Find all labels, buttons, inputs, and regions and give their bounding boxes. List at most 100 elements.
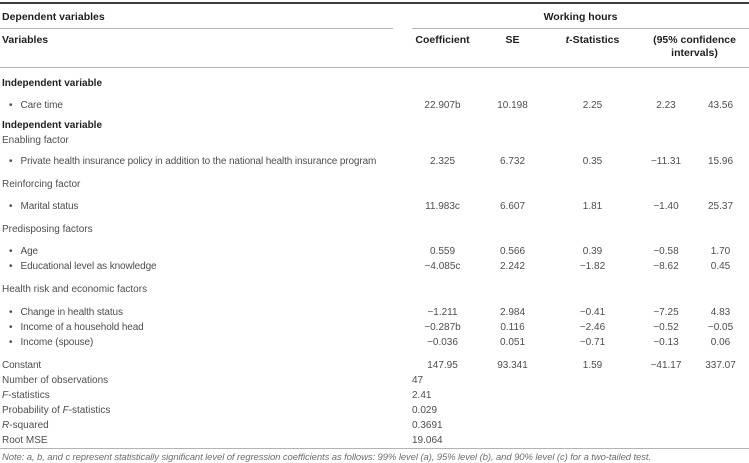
cell-coefficient: −0.287b	[424, 322, 461, 333]
bullet-icon: •	[9, 261, 13, 272]
col-header-confidence-intervals: (95% confidence intervals)	[653, 34, 736, 59]
stat-label: F-statistics	[2, 390, 50, 401]
cell-coefficient: 0.559	[429, 246, 456, 257]
table-row: • Age 0.559 0.566 0.39 −0.58 1.70	[0, 237, 749, 259]
cell-se: 0.051	[499, 337, 526, 348]
stat-label: Root MSE	[2, 435, 48, 446]
bullet-icon: •	[9, 201, 13, 212]
subsection-row: Health risk and economic factors	[0, 274, 749, 297]
working-hours-header: Working hours	[412, 4, 749, 29]
cell-ci-low: −41.17	[650, 360, 682, 371]
col-header-t-statistics: t-Statistics	[565, 34, 620, 46]
section-label: Independent variable	[2, 78, 103, 89]
cell-t-statistic: −1.82	[579, 261, 606, 272]
row-label: Care time	[20, 100, 63, 111]
stat-label: R-squared	[2, 420, 49, 431]
subsection-row: Predisposing factors	[0, 214, 749, 237]
table-row: • Change in health status −1.211 2.984 −0…	[0, 297, 749, 320]
cell-ci-high: 4.83	[710, 307, 731, 318]
bullet-icon: •	[9, 322, 13, 333]
subsection-row: Reinforcing factor	[0, 169, 749, 192]
cell-se: 0.116	[500, 322, 525, 333]
cell-ci-low: −1.40	[653, 201, 679, 212]
stat-value: 2.41	[412, 390, 432, 401]
table-row: • Care time 22.907b 10.198 2.25 2.23 43.5…	[0, 91, 749, 113]
stat-value: 47	[412, 375, 424, 386]
stat-label: Probability of F-statistics	[2, 405, 111, 416]
cell-t-statistic: 0.35	[582, 156, 603, 167]
bullet-icon: •	[9, 337, 13, 348]
stat-value: 19.064	[412, 435, 443, 446]
stat-value: 0.029	[412, 405, 438, 416]
stat-label: Number of observations	[2, 375, 109, 386]
cell-t-statistic: −2.46	[579, 322, 606, 333]
cell-ci-low: −0.13	[653, 337, 679, 348]
cell-se: 2.984	[499, 307, 526, 318]
cell-coefficient: −1.211	[427, 307, 458, 318]
cell-ci-high: −0.05	[707, 322, 734, 333]
section-label: Independent variable	[2, 120, 103, 131]
col-header-coefficient: Coefficient	[415, 34, 470, 46]
row-label: Marital status	[20, 201, 79, 212]
dependent-variables-header: Dependent variables	[0, 4, 393, 29]
cell-coefficient: 147.95	[427, 360, 458, 371]
table-row: • Income of a household head −0.287b 0.11…	[0, 320, 749, 335]
section-row: Independent variable	[0, 68, 749, 92]
subsection-label: Reinforcing factor	[2, 179, 81, 190]
cell-ci-low: −7.25	[653, 307, 679, 318]
cell-coefficient: 11.983c	[425, 201, 460, 212]
cell-ci-low: −11.31	[650, 156, 682, 167]
cell-ci-high: 0.06	[710, 337, 731, 348]
cell-t-statistic: −0.41	[579, 307, 606, 318]
row-label: Income of a household head	[20, 322, 144, 333]
table-header-row-1: Dependent variables Working hours	[0, 4, 749, 29]
subsection-label: Enabling factor	[2, 135, 69, 146]
table-row: • Private health insurance policy in addi…	[0, 148, 749, 169]
cell-ci-high: 25.37	[708, 201, 734, 212]
col-header-se: SE	[505, 34, 520, 46]
cell-se: 93.341	[497, 360, 528, 371]
subsection-label: Predisposing factors	[2, 224, 93, 235]
cell-t-statistic: 1.81	[582, 201, 603, 212]
stat-row: Probability of F-statistics 0.029	[0, 403, 749, 418]
cell-coefficient: 2.325	[429, 156, 456, 167]
row-label: Private health insurance policy in addit…	[20, 156, 377, 167]
row-label: Income (spouse)	[20, 337, 94, 348]
table-row-constant: Constant 147.95 93.341 1.59 −41.17 337.0…	[0, 350, 749, 373]
cell-ci-high: 337.07	[705, 360, 736, 371]
cell-coefficient: −4.085c	[424, 261, 461, 272]
section-row: Independent variable	[0, 113, 749, 133]
bullet-icon: •	[9, 100, 13, 111]
stat-row: Root MSE 19.064	[0, 433, 749, 448]
cell-se: 6.607	[499, 201, 526, 212]
cell-ci-low: −0.52	[653, 322, 679, 333]
table-row: • Educational level as knowledge −4.085c …	[0, 259, 749, 274]
cell-ci-high: 1.70	[710, 246, 731, 257]
subsection-label: Health risk and economic factors	[2, 284, 148, 295]
bullet-icon: •	[9, 246, 13, 257]
row-label: Constant	[2, 360, 42, 371]
cell-ci-low: −8.62	[653, 261, 679, 272]
subsection-row: Enabling factor	[0, 133, 749, 148]
table-header-row-2: Variables Coefficient SE t-Statistics (9…	[0, 29, 749, 68]
cell-coefficient: −0.036	[427, 337, 458, 348]
cell-ci-low: 2.23	[656, 100, 676, 111]
cell-t-statistic: 0.39	[582, 246, 603, 257]
row-label: Change in health status	[20, 307, 123, 318]
row-label: Age	[20, 246, 39, 257]
table-row: • Marital status 11.983c 6.607 1.81 −1.40…	[0, 192, 749, 214]
col-header-variables: Variables	[2, 34, 49, 46]
stat-row: Number of observations 47	[0, 373, 749, 388]
cell-t-statistic: 2.25	[582, 100, 603, 111]
cell-coefficient: 22.907b	[424, 100, 461, 111]
cell-t-statistic: 1.59	[582, 360, 603, 371]
bullet-icon: •	[9, 156, 13, 167]
cell-ci-high: 0.45	[710, 261, 731, 272]
cell-t-statistic: −0.71	[579, 337, 606, 348]
cell-ci-high: 43.56	[708, 100, 734, 111]
cell-se: 6.732	[499, 156, 526, 167]
table-row: • Income (spouse) −0.036 0.051 −0.71 −0.1…	[0, 335, 749, 350]
stat-row: F-statistics 2.41	[0, 388, 749, 403]
stat-row: R-squared 0.3691	[0, 418, 749, 433]
